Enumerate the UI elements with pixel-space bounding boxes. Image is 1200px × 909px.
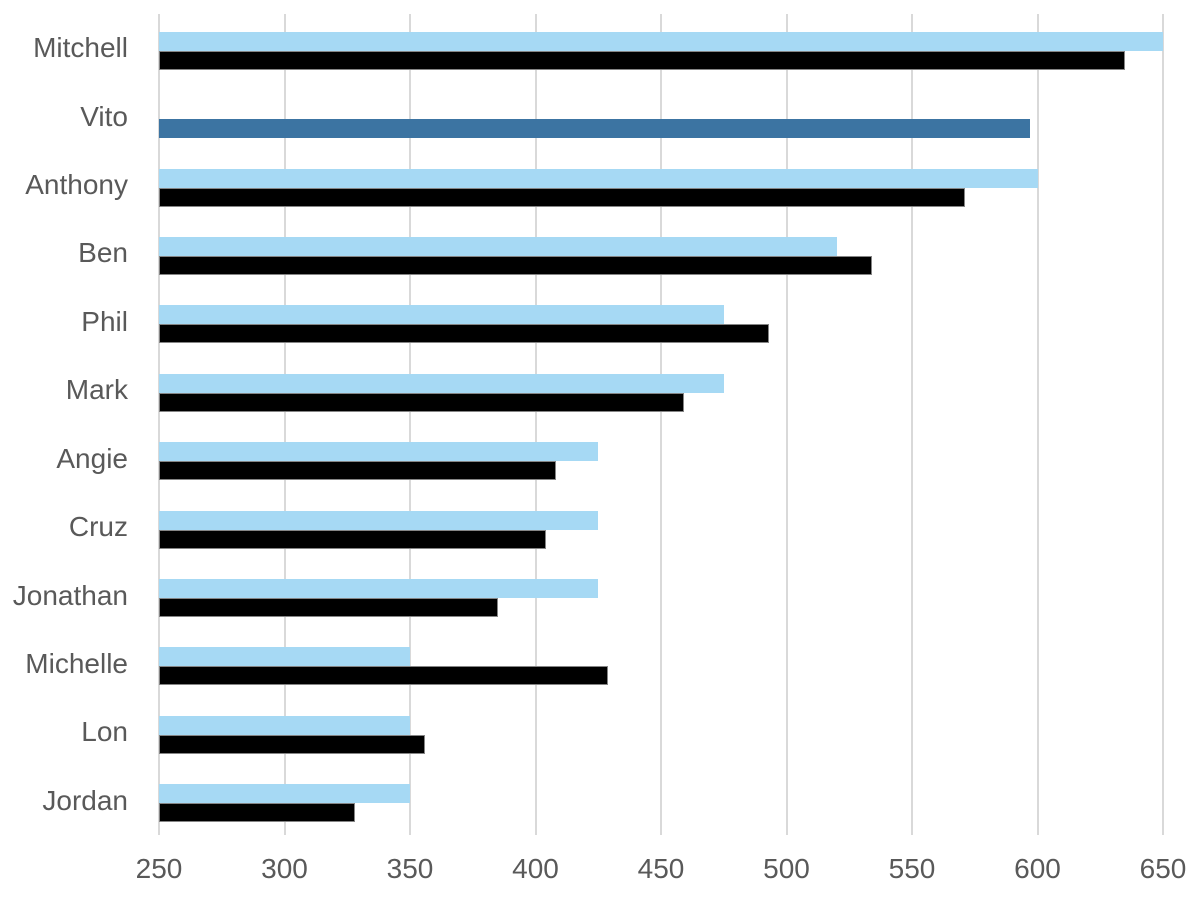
bar-black-series-anthony bbox=[159, 187, 965, 207]
category-label-mitchell: Mitchell bbox=[33, 32, 128, 64]
chart-row-vito bbox=[159, 82, 1163, 150]
bar-light-blue-series-mark bbox=[159, 373, 724, 393]
chart-row-cruz bbox=[159, 493, 1163, 561]
category-label-mark: Mark bbox=[65, 374, 128, 406]
category-label-cruz: Cruz bbox=[68, 511, 128, 543]
bar-light-blue-series-cruz bbox=[159, 510, 599, 530]
category-label-jonathan: Jonathan bbox=[12, 579, 128, 611]
chart-row-phil bbox=[159, 288, 1163, 356]
bar-black-series-phil bbox=[159, 324, 769, 344]
gridline-600 bbox=[1036, 14, 1039, 835]
x-tick-label-600: 600 bbox=[1014, 853, 1061, 884]
gridline-500 bbox=[785, 14, 788, 835]
bar-light-blue-series-jordan bbox=[159, 784, 410, 804]
bar-black-series-ben bbox=[159, 255, 872, 275]
chart-row-jordan bbox=[159, 767, 1163, 835]
bar-light-blue-series-mitchell bbox=[159, 31, 1163, 51]
bar-light-blue-series-ben bbox=[159, 236, 837, 256]
gridline-550 bbox=[911, 14, 913, 835]
gridline-650 bbox=[1162, 14, 1164, 835]
bar-light-blue-series-michelle bbox=[159, 647, 410, 667]
category-label-lon: Lon bbox=[81, 716, 128, 748]
gridline-350 bbox=[409, 14, 411, 835]
chart-row-michelle bbox=[159, 630, 1163, 698]
x-tick-label-350: 350 bbox=[386, 853, 434, 884]
category-axis: Mitchell Vito Anthony Ben Phil Mark Angie Cruz J… bbox=[0, 14, 128, 835]
x-tick-label-250: 250 bbox=[135, 853, 183, 884]
category-label-anthony: Anthony bbox=[25, 169, 128, 201]
x-tick-label-300: 300 bbox=[261, 853, 308, 884]
category-label-angie: Angie bbox=[56, 442, 128, 474]
x-tick-label-450: 450 bbox=[637, 853, 685, 884]
bar-black-series-jonathan bbox=[159, 598, 498, 618]
gridline-250 bbox=[158, 14, 160, 835]
category-label-phil: Phil bbox=[81, 305, 128, 337]
bar-black-series-cruz bbox=[159, 529, 546, 549]
category-label-vito: Vito bbox=[80, 100, 128, 132]
chart-row-anthony bbox=[159, 151, 1163, 219]
x-axis: 250 300 350 400 450 500 550 600 650 bbox=[136, 849, 1187, 891]
category-label-michelle: Michelle bbox=[25, 647, 128, 679]
category-label-jordan: Jordan bbox=[42, 784, 128, 816]
bar-black-series-michelle bbox=[159, 666, 609, 686]
chart-row-lon bbox=[159, 698, 1163, 766]
gridline-450 bbox=[660, 14, 662, 835]
chart-row-mitchell bbox=[159, 14, 1163, 82]
bar-highlight-vito bbox=[159, 119, 1030, 139]
category-label-ben: Ben bbox=[78, 237, 128, 269]
bar-light-blue-series-angie bbox=[159, 442, 599, 462]
chart-row-angie bbox=[159, 425, 1163, 493]
x-tick-label-650: 650 bbox=[1139, 853, 1187, 884]
bar-black-series-mitchell bbox=[159, 50, 1126, 70]
chart-row-ben bbox=[159, 219, 1163, 287]
gridline-300 bbox=[283, 14, 286, 835]
chart-row-mark bbox=[159, 356, 1163, 424]
bar-black-series-jordan bbox=[159, 803, 355, 823]
x-tick-label-550: 550 bbox=[888, 853, 936, 884]
bar-light-blue-series-anthony bbox=[159, 168, 1038, 188]
x-tick-label-400: 400 bbox=[512, 853, 559, 884]
bar-black-series-angie bbox=[159, 461, 556, 481]
chart-row-jonathan bbox=[159, 561, 1163, 629]
bar-black-series-mark bbox=[159, 392, 684, 412]
bar-light-blue-series-phil bbox=[159, 305, 724, 325]
bar-light-blue-series-jonathan bbox=[159, 579, 599, 599]
bar-light-blue-series-lon bbox=[159, 715, 410, 735]
plot-area bbox=[158, 14, 1164, 835]
bar-black-series-lon bbox=[159, 734, 426, 754]
x-tick-label-500: 500 bbox=[763, 853, 810, 884]
gridline-400 bbox=[534, 14, 537, 835]
